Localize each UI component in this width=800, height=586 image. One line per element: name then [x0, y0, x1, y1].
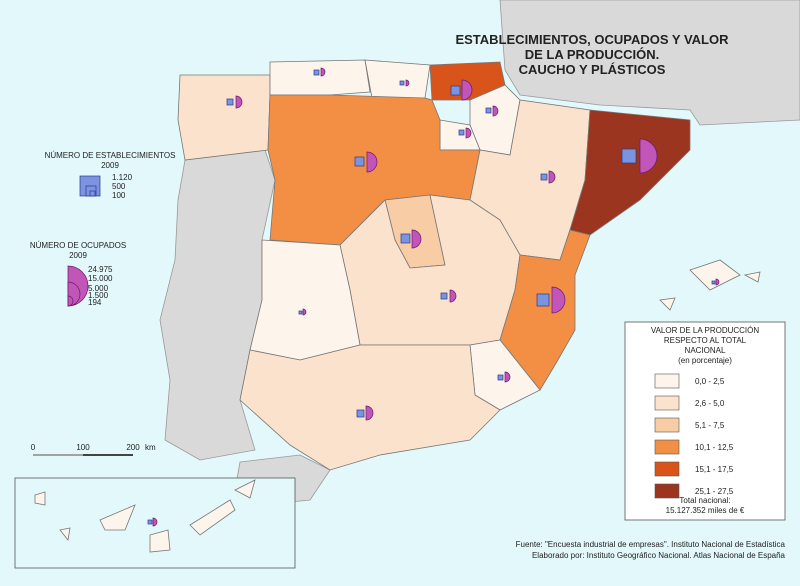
island — [34, 491, 46, 506]
square — [440, 292, 448, 300]
square — [497, 374, 504, 381]
square — [458, 129, 465, 136]
scale-label: 100 — [76, 443, 90, 452]
half-circle — [492, 105, 499, 117]
half-circle — [715, 278, 720, 286]
square — [298, 310, 303, 315]
legend-swatch — [654, 395, 680, 411]
half-circle — [405, 79, 410, 87]
scale-label: 0 — [31, 443, 36, 452]
legend-label: 15.000 — [88, 274, 113, 283]
legend-square — [89, 190, 96, 197]
legend-class-label: 5,1 - 7,5 — [695, 421, 725, 430]
legend-swatch — [654, 461, 680, 477]
legend-swatch — [654, 373, 680, 389]
square — [313, 69, 320, 76]
half-circle — [320, 67, 326, 77]
half-circle — [449, 289, 457, 303]
title-line: CAUCHO Y PLÁSTICOS — [519, 62, 666, 77]
legend-label: 1.500 — [88, 291, 109, 300]
half-circle — [639, 138, 658, 174]
baleares — [743, 271, 761, 283]
legend-title: 2009 — [101, 161, 119, 170]
legend-title: (en porcentaje) — [678, 356, 732, 365]
title-line: ESTABLECIMIENTOS, OCUPADOS Y VALOR — [455, 32, 729, 47]
legend-swatch — [654, 483, 680, 499]
half-circle — [465, 127, 472, 139]
half-circle — [411, 229, 422, 249]
square — [536, 293, 550, 307]
legend-label: 24.975 — [88, 265, 113, 274]
half-circle — [152, 517, 158, 527]
legend-title: VALOR DE LA PRODUCCIÓN — [651, 326, 760, 335]
island — [234, 479, 256, 499]
legend-class-label: 2,6 - 5,0 — [695, 399, 725, 408]
cataluna — [569, 109, 691, 236]
legend-label: 100 — [112, 191, 126, 200]
legend-class-label: 15,1 - 17,5 — [695, 465, 734, 474]
galicia — [177, 74, 271, 161]
half-circle — [548, 170, 556, 184]
legend-label: 1.120 — [112, 173, 133, 182]
square — [147, 519, 153, 525]
legend-label: 500 — [112, 182, 126, 191]
island — [99, 504, 136, 531]
half-circle — [365, 405, 374, 421]
baleares — [659, 297, 676, 311]
baleares — [689, 259, 741, 291]
legend-total: 15.127.352 miles de € — [666, 506, 745, 515]
title-line: DE LA PRODUCCIÓN. — [525, 47, 660, 62]
square — [711, 280, 716, 285]
legend-swatch — [654, 439, 680, 455]
source: Elaborado por: Instituto Geográfico Naci… — [532, 551, 786, 560]
legend-title: NACIONAL — [685, 346, 726, 355]
square — [450, 85, 461, 96]
island — [59, 527, 71, 541]
legend-title: 2009 — [69, 251, 87, 260]
legend-total: Total nacional: — [679, 496, 730, 505]
legend-label: 5.000 — [88, 284, 109, 293]
square — [485, 107, 492, 114]
asturias — [269, 59, 371, 96]
square — [354, 156, 365, 167]
title: ESTABLECIMIENTOS, OCUPADOS Y VALOR DE LA… — [455, 32, 729, 77]
source: Fuente: "Encuesta industrial de empresas… — [516, 540, 786, 549]
square — [356, 409, 365, 418]
france — [499, 0, 800, 126]
symbols — [147, 67, 720, 527]
square — [621, 148, 637, 164]
legend-title: NÚMERO DE OCUPADOS — [30, 241, 126, 250]
legend-swatch — [654, 417, 680, 433]
half-circle — [302, 308, 307, 316]
half-circle — [504, 371, 511, 383]
portugal — [159, 149, 276, 461]
legend-half-circle — [67, 295, 74, 307]
legend-title: NÚMERO DE ESTABLECIMIENTOS — [45, 151, 176, 160]
square — [400, 233, 411, 244]
square — [226, 98, 234, 106]
legend-title: RESPECTO AL TOTAL — [664, 336, 747, 345]
cantabria — [364, 59, 431, 99]
square — [399, 80, 405, 86]
legend-class-label: 10,1 - 12,5 — [695, 443, 734, 452]
legend-class-label: 25,1 - 27,5 — [695, 487, 734, 496]
scale-label: 200 — [126, 443, 140, 452]
half-circle — [461, 79, 473, 101]
legend-label: 194 — [88, 298, 102, 307]
canarias — [34, 479, 256, 553]
half-circle — [551, 286, 566, 314]
island — [189, 499, 236, 536]
legend-classes: 0,0 - 2,5 2,6 - 5,0 5,1 - 7,5 10,1 - 12,5 15… — [654, 373, 734, 499]
island — [149, 529, 171, 553]
legend-class-label: 0,0 - 2,5 — [695, 377, 725, 386]
scale-unit: km — [145, 443, 156, 452]
half-circle — [235, 95, 243, 109]
half-circle — [366, 151, 378, 173]
legend-box — [624, 321, 786, 521]
square — [540, 173, 548, 181]
